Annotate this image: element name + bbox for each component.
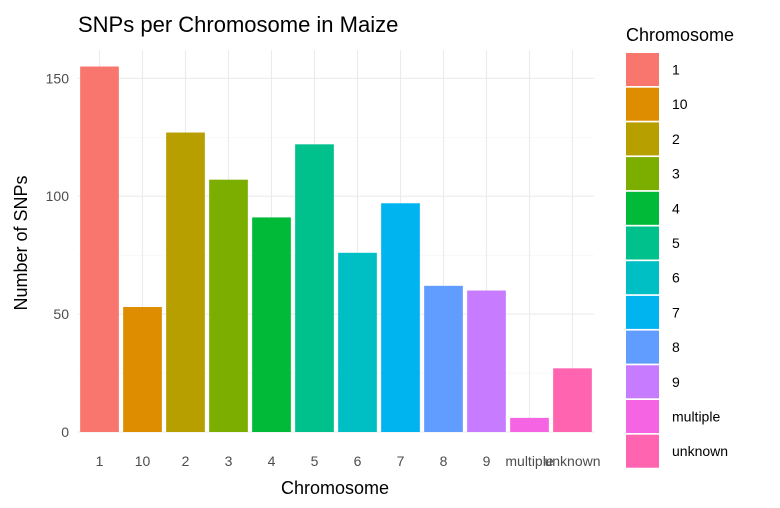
legend-label: 2 [672, 131, 680, 147]
legend-label: multiple [672, 409, 720, 425]
legend-title: Chromosome [626, 25, 734, 45]
x-tick-label: 9 [483, 453, 491, 469]
bar-4 [252, 217, 291, 432]
bar-6 [338, 252, 377, 432]
legend-key-unknown [626, 434, 659, 468]
legend-key-8 [626, 330, 659, 364]
legend-label: 9 [672, 374, 680, 390]
legend-label: 7 [672, 304, 680, 320]
legend-label: 6 [672, 270, 680, 286]
x-tick-label: unknown [544, 453, 600, 469]
x-tick-label: 2 [182, 453, 190, 469]
y-tick-label: 50 [53, 306, 69, 322]
legend: Chromosome 1 10 2 3 4 5 6 7 8 9 multiple unknown [626, 25, 734, 468]
bar-1 [80, 66, 119, 433]
chart-title: SNPs per Chromosome in Maize [78, 12, 398, 37]
bars [80, 66, 592, 433]
y-tick-label: 0 [61, 424, 69, 440]
bar-8 [424, 285, 463, 432]
x-axis-title: Chromosome [281, 478, 389, 498]
y-tick-label: 100 [46, 188, 70, 204]
bar-7 [381, 203, 420, 432]
bar-9 [467, 290, 506, 432]
legend-label: unknown [672, 443, 728, 459]
legend-label: 8 [672, 339, 680, 355]
x-tick-label: 7 [397, 453, 405, 469]
legend-label: 3 [672, 166, 680, 182]
y-axis-title: Number of SNPs [11, 175, 31, 310]
y-axis-ticks: 0 50 100 150 [46, 70, 70, 440]
legend-key-7 [626, 295, 659, 329]
legend-key-multiple [626, 400, 659, 433]
x-tick-label: 10 [135, 453, 151, 469]
legend-key-3 [626, 157, 659, 191]
x-tick-label: 4 [268, 453, 276, 469]
legend-label: 5 [672, 235, 680, 251]
bar-3 [209, 179, 248, 432]
legend-key-9 [626, 365, 659, 399]
legend-label: 10 [672, 96, 688, 112]
legend-key-2 [626, 122, 659, 156]
x-tick-label: 8 [440, 453, 448, 469]
x-tick-label: multiple [505, 453, 553, 469]
bar-multiple [510, 417, 549, 432]
legend-key-5 [626, 226, 659, 260]
bar-5 [295, 144, 334, 432]
bar-10 [123, 307, 162, 432]
legend-key-4 [626, 191, 659, 225]
legend-key-6 [626, 261, 659, 295]
legend-label: 4 [672, 200, 680, 216]
x-tick-label: 6 [354, 453, 362, 469]
y-tick-label: 150 [46, 70, 70, 86]
x-tick-label: 5 [311, 453, 319, 469]
bar-unknown [553, 368, 592, 432]
legend-key-10 [626, 87, 659, 121]
x-tick-label: 1 [96, 453, 104, 469]
bar-2 [166, 132, 205, 432]
x-tick-label: 3 [225, 453, 233, 469]
legend-key-1 [626, 53, 659, 86]
legend-label: 1 [672, 62, 680, 78]
